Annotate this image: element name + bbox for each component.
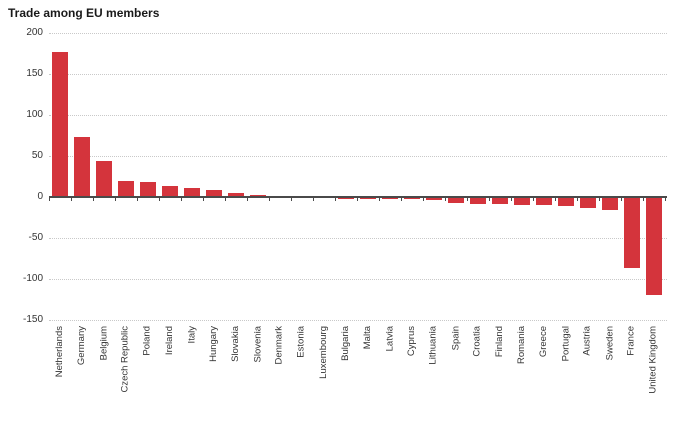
x-axis-tick bbox=[533, 197, 534, 201]
gridline--50 bbox=[49, 238, 667, 239]
bar-belgium bbox=[96, 161, 112, 197]
x-axis-tick bbox=[159, 197, 160, 201]
y-axis-label--100: -100 bbox=[22, 273, 43, 284]
x-axis-tick bbox=[71, 197, 72, 201]
x-axis-tick bbox=[313, 197, 314, 201]
bar-austria bbox=[580, 197, 596, 208]
x-axis-tick bbox=[115, 197, 116, 201]
x-axis-label-slovenia: Slovenia bbox=[252, 326, 263, 363]
gridline--150 bbox=[49, 320, 667, 321]
bar-ireland bbox=[162, 186, 178, 197]
x-axis-label-czech-republic: Czech Republic bbox=[120, 326, 131, 393]
y-axis-label-0: 0 bbox=[37, 191, 43, 202]
x-axis-tick bbox=[335, 197, 336, 201]
bar-czech-republic bbox=[118, 181, 134, 197]
x-axis-label-latvia: Latvia bbox=[384, 326, 395, 352]
x-axis-tick bbox=[379, 197, 380, 201]
x-axis-label-spain: Spain bbox=[450, 326, 461, 351]
x-axis-tick bbox=[203, 197, 204, 201]
gridline-100 bbox=[49, 115, 667, 116]
bar-hungary bbox=[206, 190, 222, 197]
x-axis-label-poland: Poland bbox=[142, 326, 153, 356]
x-axis-label-croatia: Croatia bbox=[472, 326, 483, 357]
bar-italy bbox=[184, 188, 200, 197]
bar-united-kingdom bbox=[646, 197, 662, 295]
bar-finland bbox=[492, 197, 508, 204]
x-axis-tick bbox=[269, 197, 270, 201]
bar-lithuania bbox=[426, 197, 442, 200]
x-axis-tick bbox=[643, 197, 644, 201]
x-axis-tick bbox=[621, 197, 622, 201]
gridline-150 bbox=[49, 74, 667, 75]
x-axis-tick bbox=[555, 197, 556, 201]
x-axis-label-lithuania: Lithuania bbox=[428, 326, 439, 365]
x-axis-tick bbox=[225, 197, 226, 201]
y-axis-label-50: 50 bbox=[31, 150, 43, 161]
x-axis-label-portugal: Portugal bbox=[560, 326, 571, 362]
x-axis-label-ireland: Ireland bbox=[164, 326, 175, 356]
x-axis-label-france: France bbox=[626, 326, 637, 356]
x-axis-label-austria: Austria bbox=[582, 326, 593, 356]
bar-malta bbox=[360, 197, 376, 199]
x-axis-tick bbox=[599, 197, 600, 201]
x-axis-label-hungary: Hungary bbox=[208, 326, 219, 362]
x-axis-label-estonia: Estonia bbox=[296, 326, 307, 358]
x-axis-label-greece: Greece bbox=[538, 326, 549, 358]
x-axis-tick bbox=[665, 197, 666, 201]
gridline-50 bbox=[49, 156, 667, 157]
x-axis-label-denmark: Denmark bbox=[274, 326, 285, 365]
x-axis-label-italy: Italy bbox=[186, 326, 197, 344]
x-axis-tick bbox=[49, 197, 50, 201]
bar-greece bbox=[536, 197, 552, 205]
x-axis-tick bbox=[181, 197, 182, 201]
bar-spain bbox=[448, 197, 464, 203]
x-axis-tick bbox=[577, 197, 578, 201]
bar-cyprus bbox=[404, 197, 420, 199]
x-axis-label-united-kingdom: United Kingdom bbox=[648, 326, 659, 394]
bar-portugal bbox=[558, 197, 574, 206]
bar-france bbox=[624, 197, 640, 268]
x-axis-label-slovakia: Slovakia bbox=[230, 326, 241, 362]
y-axis-label-200: 200 bbox=[26, 27, 43, 38]
bar-poland bbox=[140, 182, 156, 197]
x-axis-label-netherlands: Netherlands bbox=[54, 326, 65, 378]
bar-croatia bbox=[470, 197, 486, 204]
x-axis-tick bbox=[401, 197, 402, 201]
x-axis-label-finland: Finland bbox=[494, 326, 505, 358]
bar-slovakia bbox=[228, 193, 244, 197]
bar-bulgaria bbox=[338, 197, 354, 199]
x-axis-tick bbox=[511, 197, 512, 201]
x-axis-tick bbox=[445, 197, 446, 201]
bar-netherlands bbox=[52, 52, 68, 197]
bar-sweden bbox=[602, 197, 618, 210]
y-axis-label-150: 150 bbox=[26, 68, 43, 79]
x-axis-tick bbox=[467, 197, 468, 201]
y-axis-label-100: 100 bbox=[26, 109, 43, 120]
x-axis-tick bbox=[291, 197, 292, 201]
y-axis-label--50: -50 bbox=[28, 232, 43, 243]
x-axis-tick bbox=[357, 197, 358, 201]
chart-title: Trade among EU members bbox=[8, 6, 160, 20]
bar-germany bbox=[74, 137, 90, 197]
bar-latvia bbox=[382, 197, 398, 199]
x-axis-tick bbox=[489, 197, 490, 201]
x-axis-tick bbox=[137, 197, 138, 201]
x-axis-label-luxembourg: Luxembourg bbox=[318, 326, 329, 379]
x-axis-line bbox=[49, 196, 667, 198]
x-axis-label-bulgaria: Bulgaria bbox=[340, 326, 351, 361]
gridline--100 bbox=[49, 279, 667, 280]
y-axis-label--150: -150 bbox=[22, 314, 43, 325]
x-axis-tick bbox=[93, 197, 94, 201]
x-axis-label-malta: Malta bbox=[362, 326, 373, 350]
x-axis-label-romania: Romania bbox=[516, 326, 527, 365]
x-axis-tick bbox=[247, 197, 248, 201]
x-axis-label-germany: Germany bbox=[76, 326, 87, 366]
bar-romania bbox=[514, 197, 530, 205]
x-axis-label-belgium: Belgium bbox=[98, 326, 109, 361]
x-axis-label-cyprus: Cyprus bbox=[406, 326, 417, 357]
gridline-200 bbox=[49, 33, 667, 34]
x-axis-tick bbox=[423, 197, 424, 201]
x-axis-label-sweden: Sweden bbox=[604, 326, 615, 361]
